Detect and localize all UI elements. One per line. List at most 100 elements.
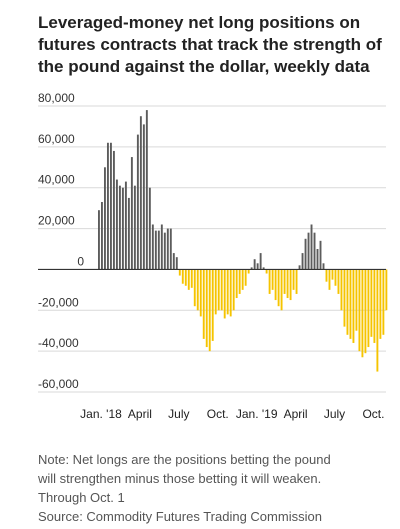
bar-negative <box>265 269 268 274</box>
bar-negative <box>196 269 199 311</box>
bar-negative <box>193 269 196 307</box>
bar-negative <box>364 269 367 354</box>
bar-negative <box>238 269 241 294</box>
bar-negative <box>292 269 295 290</box>
bar-positive <box>163 232 166 270</box>
x-tick-label: Jan. '18 <box>80 407 122 421</box>
bar-positive <box>109 142 112 270</box>
note-line: Note: Net longs are the positions bettin… <box>38 452 331 467</box>
bar-negative <box>271 269 274 290</box>
bar-positive <box>121 187 124 270</box>
bar-positive <box>145 110 148 270</box>
bar-negative <box>214 269 217 315</box>
bar-positive <box>112 150 115 270</box>
bar-positive <box>319 240 322 270</box>
y-tick-label: 80,000 <box>38 91 75 105</box>
bar-positive <box>172 253 175 270</box>
bar-negative <box>355 269 358 331</box>
bar-negative <box>235 269 238 299</box>
bar-negative <box>346 269 349 335</box>
bar-positive <box>154 230 157 270</box>
bar-positive <box>304 238 307 270</box>
bar-negative <box>334 269 337 286</box>
bar-negative <box>367 269 370 348</box>
bar-positive <box>100 202 103 270</box>
bar-negative <box>202 269 205 339</box>
bar-positive <box>166 228 169 270</box>
bar-negative <box>379 269 382 339</box>
chart-title-line: futures contracts that track the strengt… <box>38 35 382 54</box>
bar-negative <box>295 269 298 294</box>
source-line: Source: Commodity Futures Trading Commis… <box>38 509 322 524</box>
y-tick-label: 60,000 <box>38 132 75 146</box>
bar-positive <box>310 224 313 270</box>
y-tick-label: 40,000 <box>38 173 75 187</box>
bar-positive <box>139 116 142 270</box>
bar-negative <box>337 269 340 294</box>
bar-negative <box>229 269 232 317</box>
bar-negative <box>178 269 181 276</box>
bar-negative <box>358 269 361 352</box>
bar-positive <box>148 187 151 270</box>
bar-positive <box>157 230 160 270</box>
y-tick-label: -20,000 <box>38 295 79 309</box>
bar-negative <box>286 269 289 299</box>
bar-positive <box>322 263 325 270</box>
x-tick-label: Oct. <box>207 407 229 421</box>
x-tick-label: Oct. <box>362 407 384 421</box>
bar-negative <box>385 269 388 311</box>
bar-negative <box>220 269 223 311</box>
bar-negative <box>247 269 250 274</box>
x-tick-label: Jan. '19 <box>236 407 278 421</box>
y-tick-label: -60,000 <box>38 377 79 391</box>
bar-negative <box>190 269 193 288</box>
bar-negative <box>232 269 235 311</box>
bar-positive <box>259 253 262 270</box>
bar-positive <box>256 263 259 270</box>
x-tick-label: July <box>168 407 189 421</box>
bar-positive <box>169 228 172 270</box>
bar-positive <box>118 185 121 270</box>
bar-negative <box>325 269 328 282</box>
bar-positive <box>133 185 136 270</box>
chart-notes: Note: Net longs are the positions bettin… <box>38 450 393 526</box>
bar-negative <box>331 269 334 280</box>
bar-positive <box>103 167 106 270</box>
bar-negative <box>343 269 346 327</box>
bar-negative <box>208 269 211 352</box>
bar-negative <box>274 269 277 301</box>
bar-positive <box>98 210 100 270</box>
bar-positive <box>124 181 127 270</box>
note-line: will strengthen minus those betting it w… <box>38 471 322 486</box>
bar-positive <box>175 257 178 270</box>
bar-negative <box>361 269 364 358</box>
chart-title-line: Leveraged-money net long positions on <box>38 13 361 32</box>
bar-negative <box>205 269 208 348</box>
y-tick-label: -40,000 <box>38 336 79 350</box>
note-line: Through Oct. 1 <box>38 490 125 505</box>
bar-positive <box>307 232 310 270</box>
bar-negative <box>199 269 202 317</box>
bar-positive <box>106 142 109 270</box>
bar-positive <box>262 267 265 270</box>
bar-positive <box>130 157 133 270</box>
bar-negative <box>376 269 379 372</box>
bar-positive <box>160 224 163 270</box>
chart-title: Leveraged-money net long positions on fu… <box>38 12 388 78</box>
bar-negative <box>352 269 355 343</box>
bar-positive <box>316 249 319 270</box>
bar-negative <box>241 269 244 290</box>
x-tick-label: July <box>324 407 345 421</box>
bar-positive <box>253 259 256 270</box>
bar-negative <box>349 269 352 339</box>
bar-negative <box>181 269 184 284</box>
bar-negative <box>328 269 331 290</box>
bar-negative <box>187 269 190 290</box>
bar-positive <box>313 232 316 270</box>
bar-negative <box>268 269 271 294</box>
bar-negative <box>289 269 292 301</box>
bar-positive <box>151 224 154 270</box>
bar-positive <box>298 265 301 270</box>
y-tick-label: 20,000 <box>38 214 75 228</box>
